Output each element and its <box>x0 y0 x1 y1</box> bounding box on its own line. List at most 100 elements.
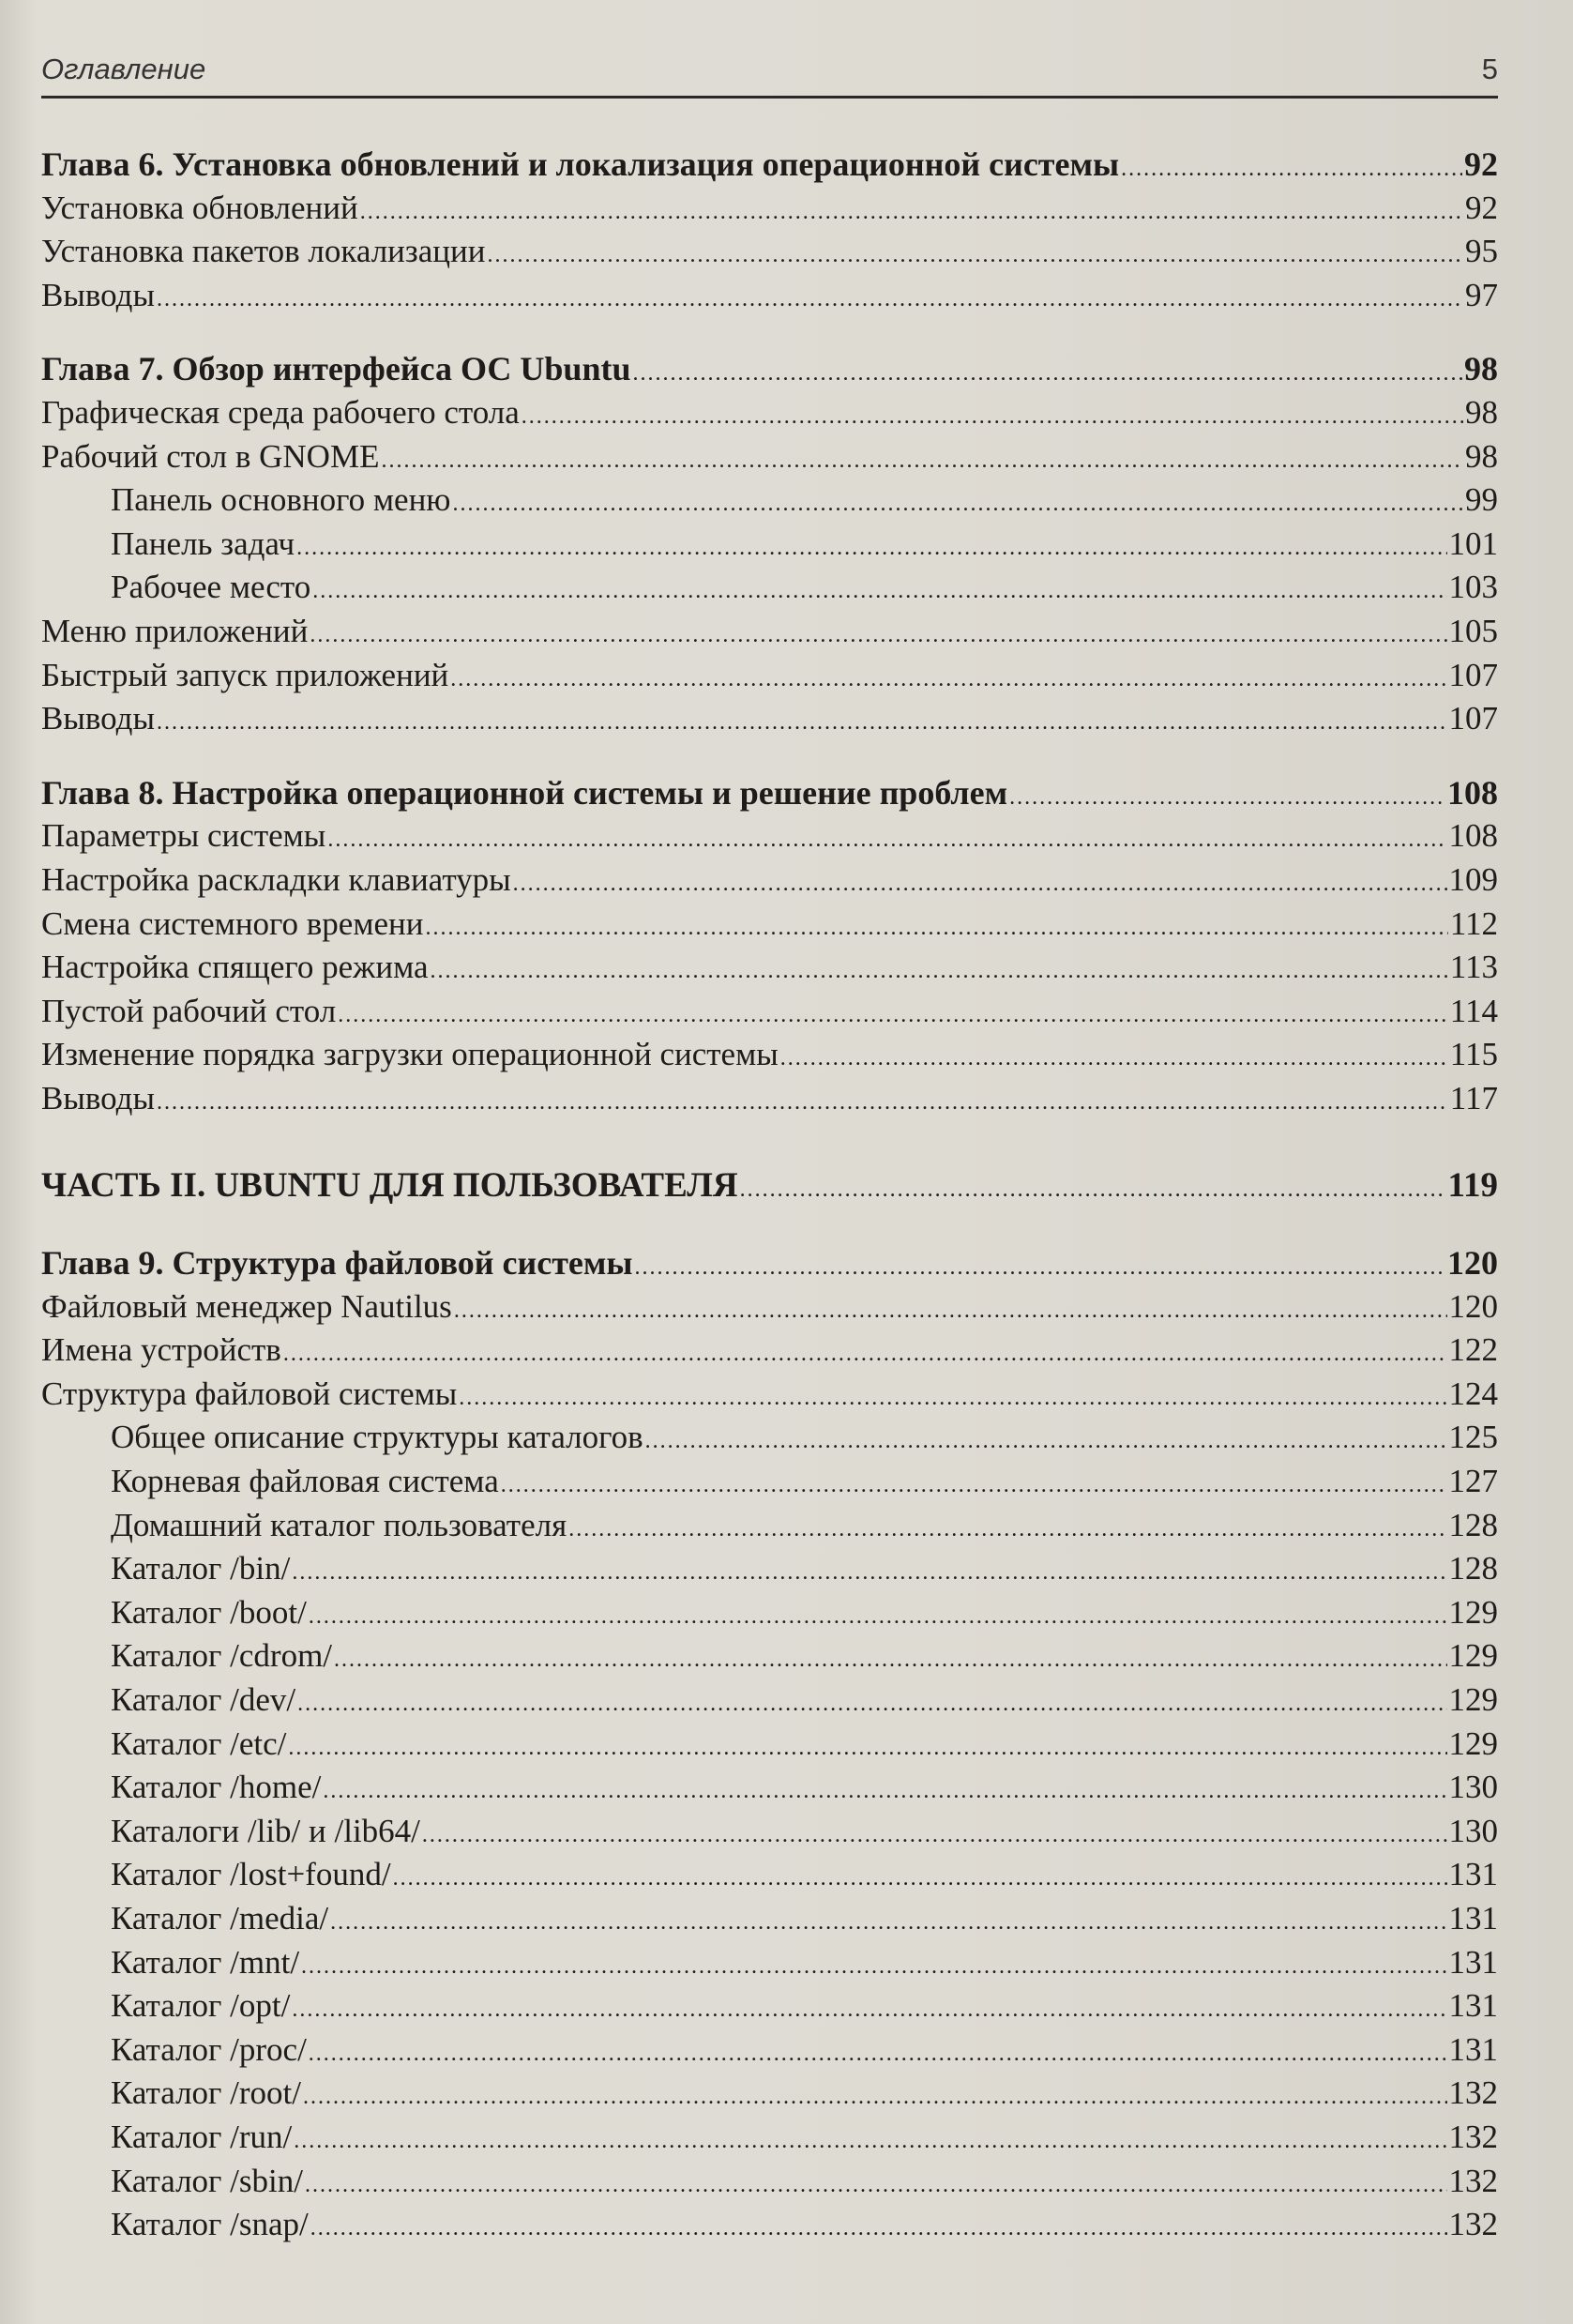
toc-entry: Каталог /boot/129 <box>41 1591 1498 1635</box>
toc-entry: Панель задач 101 <box>41 523 1498 567</box>
toc-entry-page: 129 <box>1448 1681 1499 1718</box>
toc-entry: Каталог /lost+found/131 <box>41 1853 1498 1897</box>
toc-entry-title: Каталог /snap/ <box>111 2206 309 2243</box>
dot-leader <box>645 1420 1447 1464</box>
dot-leader <box>305 2164 1447 2208</box>
toc-entry-page: 132 <box>1448 2162 1499 2199</box>
toc-entry-page: 128 <box>1448 1506 1499 1543</box>
toc-entry-page: 92 <box>1464 145 1498 183</box>
dot-leader <box>301 1945 1446 1989</box>
toc-entry-title: Каталог /etc/ <box>111 1724 287 1762</box>
toc-entry: Смена системного времени 112 <box>41 903 1498 947</box>
toc-entry: Домашний каталог пользователя 128 <box>41 1504 1498 1548</box>
toc-chapter: Глава 6. Установка обновлений и локализа… <box>41 143 1498 187</box>
dot-leader <box>393 1857 1447 1901</box>
toc-entry-title: Настройка спящего режима <box>41 949 429 986</box>
toc-entry-page: 97 <box>1465 276 1498 313</box>
dot-leader <box>292 1988 1446 2032</box>
toc-entry: Каталог /proc/131 <box>41 2028 1498 2073</box>
toc-entry-title: Рабочий стол в GNOME <box>41 437 380 475</box>
dot-leader <box>487 234 1463 278</box>
toc-entry: Каталог /sbin/132 <box>41 2160 1498 2204</box>
toc-entry-page: 119 <box>1447 1166 1498 1206</box>
toc-entry-title: Настройка раскладки клавиатуры <box>41 860 511 898</box>
toc-entry-page: 131 <box>1448 1987 1499 2025</box>
dot-leader <box>310 2207 1447 2251</box>
toc-entry: Файловый менеджер Nautilus 120 <box>41 1285 1498 1329</box>
toc-entry: Панель основного меню 99 <box>41 478 1498 523</box>
dot-leader <box>1121 147 1462 191</box>
toc-entry-page: 98 <box>1465 393 1498 431</box>
toc-entry-page: 107 <box>1448 656 1499 693</box>
toc-entry: Графическая среда рабочего стола 98 <box>41 391 1498 435</box>
toc-entry-title: Каталог /dev/ <box>111 1681 296 1718</box>
dot-leader <box>522 395 1463 439</box>
dot-leader <box>450 658 1446 702</box>
toc-entry-title: Быстрый запуск приложений <box>41 656 449 693</box>
table-of-contents: Глава 6. Установка обновлений и локализа… <box>41 143 1498 2247</box>
toc-entry: Выводы 117 <box>41 1077 1498 1121</box>
toc-entry-title: Смена системного времени <box>41 904 424 942</box>
toc-entry-page: 128 <box>1448 1550 1499 1587</box>
toc-entry-title: Каталог /media/ <box>111 1899 329 1937</box>
toc-entry: Рабочее место 103 <box>41 566 1498 610</box>
toc-entry: Выводы 97 <box>41 274 1498 318</box>
toc-entry: Каталог /cdrom/129 <box>41 1634 1498 1678</box>
toc-entry-page: 130 <box>1448 1769 1499 1806</box>
toc-entry-title: Каталог /mnt/ <box>111 1943 300 1981</box>
toc-entry: Каталог /snap/132 <box>41 2203 1498 2247</box>
toc-entry: Быстрый запуск приложений 107 <box>41 654 1498 698</box>
toc-entry-page: 122 <box>1448 1331 1499 1369</box>
toc-entry-title: Рабочее место <box>111 569 311 606</box>
dot-leader <box>330 1901 1446 1945</box>
toc-entry-page: 132 <box>1448 2118 1499 2155</box>
toc-entry: Каталог /mnt/131 <box>41 1941 1498 1985</box>
toc-entry: Пустой рабочий стол 114 <box>41 990 1498 1034</box>
toc-entry-page: 101 <box>1448 524 1499 562</box>
toc-entry-title: Изменение порядка загрузки операционной … <box>41 1036 779 1073</box>
dot-leader <box>303 2075 1447 2119</box>
toc-entry-title: Каталог /root/ <box>111 2074 301 2112</box>
dot-leader <box>513 862 1447 906</box>
dot-leader <box>310 614 1446 658</box>
toc-entry-title: Глава 7. Обзор интерфейса ОС Ubuntu <box>41 350 631 388</box>
toc-entry-title: Каталог /opt/ <box>111 1987 291 2025</box>
toc-entry-title: Каталог /cdrom/ <box>111 1637 333 1675</box>
toc-entry: Изменение порядка загрузки операционной … <box>41 1033 1498 1077</box>
toc-entry-title: Установка пакетов локализации <box>41 233 486 270</box>
toc-entry: Выводы 107 <box>41 697 1498 741</box>
dot-leader <box>568 1508 1446 1552</box>
toc-entry-page: 103 <box>1448 569 1499 606</box>
toc-entry-title: Параметры системы <box>41 817 326 855</box>
toc-entry-title: Файловый менеджер Nautilus <box>41 1287 452 1325</box>
toc-entry-page: 132 <box>1448 2206 1499 2243</box>
toc-entry-title: Глава 8. Настройка операционной системы … <box>41 773 1008 812</box>
toc-entry-title: Каталог /home/ <box>111 1769 322 1806</box>
dot-leader <box>633 352 1463 396</box>
toc-entry-title: Общее описание структуры каталогов <box>111 1419 643 1456</box>
dot-leader <box>780 1037 1448 1081</box>
toc-entry-page: 114 <box>1449 992 1498 1029</box>
dot-leader <box>288 1726 1446 1770</box>
toc-entry-title: Панель задач <box>111 524 295 562</box>
toc-entry-title: Глава 9. Структура файловой системы <box>41 1244 633 1283</box>
toc-entry-page: 112 <box>1449 904 1498 942</box>
toc-entry: Каталог /root/132 <box>41 2072 1498 2116</box>
running-head-title: Оглавление <box>41 53 206 85</box>
toc-entry-title: Корневая файловая система <box>111 1463 499 1500</box>
dot-leader <box>426 906 1448 950</box>
dot-leader <box>740 1168 1446 1212</box>
dot-leader <box>635 1246 1445 1290</box>
toc-entry-title: Выводы <box>41 276 155 313</box>
toc-entry-page: 130 <box>1448 1812 1499 1849</box>
toc-entry: Установка обновлений 92 <box>41 187 1498 231</box>
dot-leader <box>312 570 1446 614</box>
toc-entry: Корневая файловая система 127 <box>41 1460 1498 1504</box>
dot-leader <box>296 526 1446 570</box>
toc-entry: Каталог /dev/129 <box>41 1678 1498 1723</box>
dot-leader <box>323 1770 1446 1814</box>
toc-entry: Каталог /media/131 <box>41 1897 1498 1941</box>
toc-entry-title: ЧАСТЬ II. UBUNTU ДЛЯ ПОЛЬЗОВАТЕЛЯ <box>41 1166 738 1206</box>
toc-entry: Каталог /home/130 <box>41 1766 1498 1810</box>
dot-leader <box>309 2032 1447 2076</box>
